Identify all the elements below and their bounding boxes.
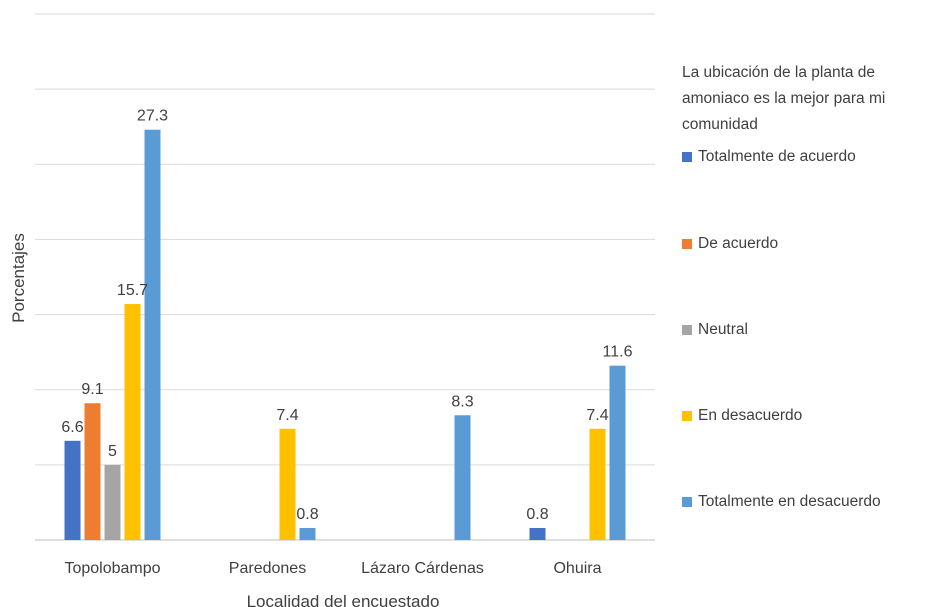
data-label: 0.8 bbox=[526, 506, 548, 523]
data-label: 7.4 bbox=[276, 407, 298, 424]
legend-item: Neutral bbox=[682, 321, 748, 339]
x-tick-labels: Topolobampo Paredones Lázaro Cárdenas Ohuir… bbox=[64, 560, 601, 577]
legend-title: La ubicación de la planta de amoniaco es… bbox=[682, 64, 886, 133]
legend-swatch bbox=[682, 497, 692, 507]
data-label: 8.3 bbox=[451, 393, 473, 410]
bar bbox=[104, 464, 121, 540]
legend-item: Totalmente de acuerdo bbox=[682, 148, 856, 166]
data-label: 7.4 bbox=[586, 407, 608, 424]
legend-swatch bbox=[682, 325, 692, 335]
data-label: 5 bbox=[108, 443, 117, 460]
bar bbox=[84, 403, 101, 540]
data-label: 6.6 bbox=[61, 419, 83, 436]
bar bbox=[124, 304, 141, 540]
x-tick-label: Paredones bbox=[229, 560, 306, 577]
bar bbox=[64, 440, 81, 540]
x-tick-label: Lázaro Cárdenas bbox=[361, 560, 484, 577]
legend-label: De acuerdo bbox=[698, 235, 779, 252]
data-labels: 6.6 9.1 5 15.7 27.3 7.4 0.8 8.3 0.8 7.4 11.6 bbox=[61, 108, 632, 523]
legend-label: En desacuerdo bbox=[698, 407, 803, 424]
bar bbox=[454, 415, 471, 540]
bar bbox=[529, 527, 546, 540]
data-label: 27.3 bbox=[137, 108, 168, 125]
legend-label: Totalmente de acuerdo bbox=[698, 148, 856, 165]
bars bbox=[64, 129, 626, 540]
y-axis-title: Porcentajes bbox=[9, 233, 28, 323]
legend-swatch bbox=[682, 152, 692, 162]
legend-label: Totalmente en desacuerdo bbox=[698, 493, 881, 510]
legend: La ubicación de la planta de amoniaco es… bbox=[682, 60, 942, 510]
data-label: 9.1 bbox=[81, 381, 103, 398]
data-label: 0.8 bbox=[296, 506, 318, 523]
bar bbox=[299, 527, 316, 540]
x-tick-label: Topolobampo bbox=[64, 560, 160, 577]
x-tick-label: Ohuira bbox=[553, 560, 601, 577]
legend-swatch bbox=[682, 411, 692, 421]
bar bbox=[589, 428, 606, 540]
legend-item: Totalmente en desacuerdo bbox=[682, 493, 881, 511]
data-label: 11.6 bbox=[603, 344, 633, 361]
legend-label: Neutral bbox=[698, 321, 748, 338]
x-axis-title: Localidad del encuestado bbox=[247, 592, 440, 607]
legend-item: En desacuerdo bbox=[682, 407, 802, 425]
legend-swatch bbox=[682, 239, 692, 249]
bar bbox=[279, 428, 296, 540]
data-label: 15.7 bbox=[117, 282, 148, 299]
bar bbox=[609, 365, 626, 540]
legend-item: De acuerdo bbox=[682, 235, 778, 253]
bar bbox=[144, 129, 161, 540]
